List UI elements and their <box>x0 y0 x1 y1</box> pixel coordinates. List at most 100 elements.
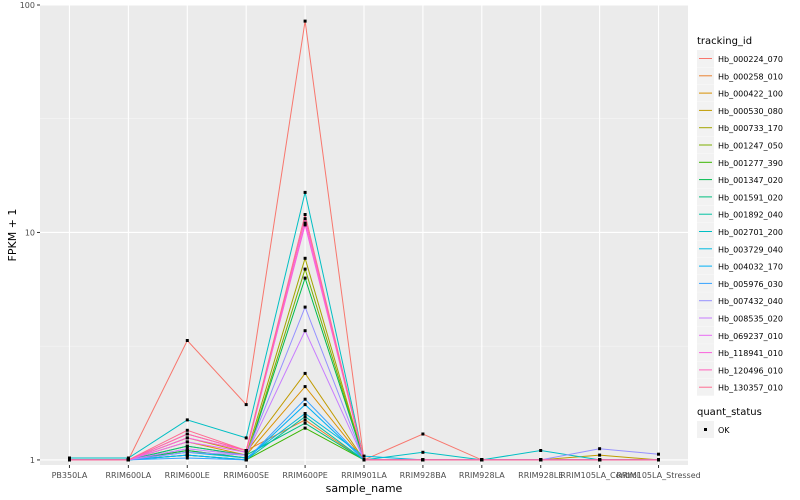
x-tick-label: RRIM928LE <box>518 471 563 480</box>
y-tick-label: 100 <box>20 1 35 10</box>
legend-item-label: Hb_001892_040 <box>718 211 783 220</box>
x-tick-label: RRIM600SE <box>223 471 269 480</box>
data-point <box>303 276 307 280</box>
data-point <box>303 426 307 430</box>
data-point <box>68 456 71 460</box>
data-point <box>303 190 307 194</box>
data-point <box>480 458 484 462</box>
data-point <box>303 415 307 419</box>
legend-title: tracking_id <box>697 36 752 47</box>
legend-item-label: Hb_008535_020 <box>718 315 783 324</box>
data-point <box>303 418 307 422</box>
legend-item-label: Hb_001247_050 <box>718 142 783 151</box>
x-tick-label: RRIM105LA_Stressed <box>616 471 700 480</box>
legend-item-label: Hb_130357_010 <box>718 384 783 393</box>
data-point <box>185 428 189 432</box>
data-point <box>126 456 130 460</box>
legend-item-label: Hb_000530_080 <box>718 107 783 116</box>
data-point <box>303 397 307 401</box>
data-point <box>244 403 248 407</box>
data-point <box>303 371 307 375</box>
x-axis-title: sample_name <box>326 482 403 495</box>
data-point <box>185 432 189 436</box>
data-point <box>303 385 307 389</box>
data-point <box>421 432 425 436</box>
data-point <box>303 305 307 309</box>
x-tick-label: PB350LA <box>52 471 88 480</box>
data-point <box>185 456 189 460</box>
y-axis: 1 10 100 <box>20 1 40 465</box>
legend-item-label: Hb_002701_200 <box>718 228 783 237</box>
legend-item-label: Hb_000224_070 <box>718 55 783 64</box>
data-point <box>244 453 248 457</box>
x-tick-label: RRIM928LA <box>459 471 505 480</box>
legend-item-label: Hb_005976_030 <box>718 280 783 289</box>
data-point <box>68 458 71 462</box>
legend-item-label: Hb_000733_170 <box>718 124 783 133</box>
data-point <box>185 418 189 422</box>
grid-major <box>40 4 688 465</box>
y-tick-label: 10 <box>25 228 35 237</box>
data-point <box>657 452 660 456</box>
data-point <box>421 450 425 454</box>
legend: tracking_id Hb_000224_070 Hb_000258_010 Hb_… <box>697 36 783 396</box>
legend-item-label: Hb_001277_390 <box>718 159 783 168</box>
legend-item-label: Hb_000422_100 <box>718 90 783 99</box>
legend-item-label: Hb_118941_010 <box>718 349 783 358</box>
data-point <box>598 453 602 457</box>
x-tick-label: RRIM901LA <box>341 471 387 480</box>
data-point <box>185 449 189 452</box>
data-point <box>244 458 248 462</box>
data-point <box>244 450 248 454</box>
legend-item-label: Hb_003729_040 <box>718 245 783 254</box>
data-point <box>362 454 366 458</box>
legend-item-label: Hb_001591_020 <box>718 193 783 202</box>
data-point <box>362 458 366 462</box>
x-tick-label: RRIM600LE <box>165 471 210 480</box>
legend-item-label: Hb_001347_020 <box>718 176 783 185</box>
data-point <box>303 412 307 415</box>
data-point <box>185 436 189 440</box>
series-points <box>68 19 660 462</box>
data-point <box>598 458 602 462</box>
data-point <box>303 329 307 333</box>
data-point <box>539 458 543 462</box>
legend-item-label: Hb_069237_010 <box>718 332 783 341</box>
data-point <box>185 450 189 454</box>
data-point <box>185 440 189 444</box>
data-point <box>657 458 660 462</box>
data-point <box>185 447 189 451</box>
data-point <box>185 453 189 457</box>
data-point <box>303 221 307 225</box>
data-point <box>303 421 307 425</box>
data-point <box>303 19 307 23</box>
x-tick-label: RRIM600LA <box>105 471 151 480</box>
data-point <box>244 456 248 460</box>
legend-item-label: Hb_000258_010 <box>718 72 783 81</box>
shape-legend-title: quant_status <box>697 407 762 418</box>
data-point <box>421 458 425 462</box>
x-axis: PB350LA RRIM600LA RRIM600LE RRIM600SE RRIM60… <box>52 465 701 480</box>
legend-item-label: Hb_007432_040 <box>718 297 783 306</box>
data-point <box>244 436 248 440</box>
y-axis-title: FPKM + 1 <box>6 209 19 262</box>
shape-legend: quant_status OK <box>697 407 762 438</box>
data-point <box>185 444 189 448</box>
data-point <box>303 213 307 216</box>
data-point <box>185 339 189 342</box>
x-tick-label: RRIM600PE <box>282 471 328 480</box>
data-point <box>598 447 602 451</box>
legend-item-label: Hb_004032_170 <box>718 263 783 272</box>
data-point <box>303 267 307 271</box>
data-point <box>126 458 130 462</box>
data-point <box>303 256 307 260</box>
data-point <box>303 403 307 407</box>
x-tick-label: RRIM928BA <box>400 471 447 480</box>
data-point <box>303 217 307 221</box>
data-point <box>303 223 307 227</box>
shape-legend-item-label: OK <box>718 426 730 435</box>
data-point <box>539 449 543 452</box>
data-point <box>244 449 248 452</box>
y-tick-label: 1 <box>30 456 35 465</box>
